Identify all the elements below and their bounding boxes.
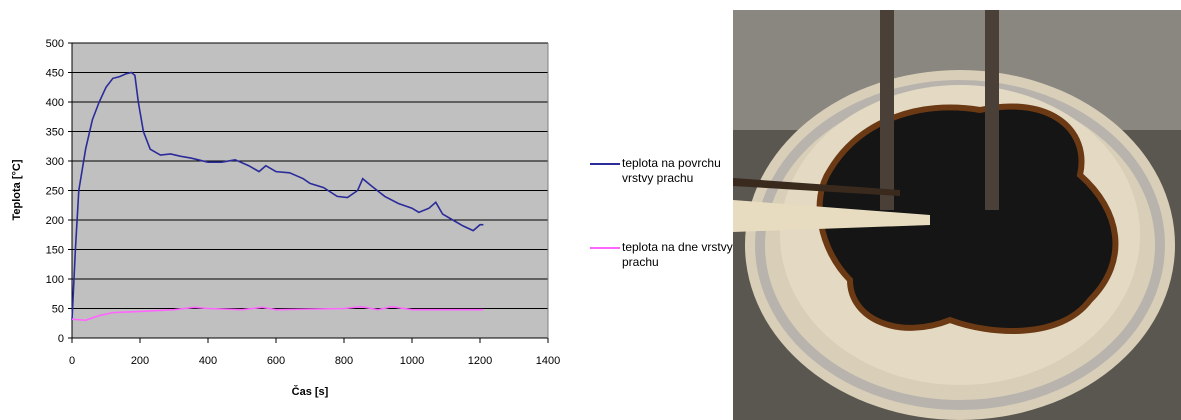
x-tick-label: 400 (199, 355, 217, 367)
chart: Čas [s] Teplota [°C] 0 50 100 150 200 250 300 3… (0, 0, 1181, 420)
y-tick-label: 150 (46, 245, 64, 257)
y-tick-label: 100 (46, 274, 64, 286)
page: Čas [s] Teplota [°C] 0 50 100 150 200 250 300 3… (0, 0, 1181, 420)
y-axis-label: Teplota [°C] (11, 159, 23, 220)
x-tick-label: 600 (267, 355, 285, 367)
legend-label: teplota na povrchu vrstvy prachu (622, 156, 734, 186)
x-axis-label: Čas [s] (292, 385, 329, 398)
y-tick-label: 350 (46, 127, 64, 139)
y-tick-label: 0 (58, 333, 64, 345)
x-tick-label: 800 (335, 355, 353, 367)
y-tick-label: 300 (46, 156, 64, 168)
y-tick-label: 200 (46, 215, 64, 227)
x-tick-label: 0 (69, 355, 75, 367)
y-tick-label: 450 (46, 68, 64, 80)
x-tick-label: 1000 (400, 355, 424, 367)
y-tick-label: 250 (46, 186, 64, 198)
x-tick-label: 1400 (536, 355, 560, 367)
y-tick-label: 500 (46, 38, 64, 50)
photo (733, 10, 1181, 420)
x-tick-label: 200 (131, 355, 149, 367)
x-tick-label: 1200 (468, 355, 492, 367)
legend-label: teplota na dne vrstvy prachu (622, 240, 734, 270)
y-tick-label: 50 (52, 304, 64, 316)
y-tick-label: 400 (46, 97, 64, 109)
